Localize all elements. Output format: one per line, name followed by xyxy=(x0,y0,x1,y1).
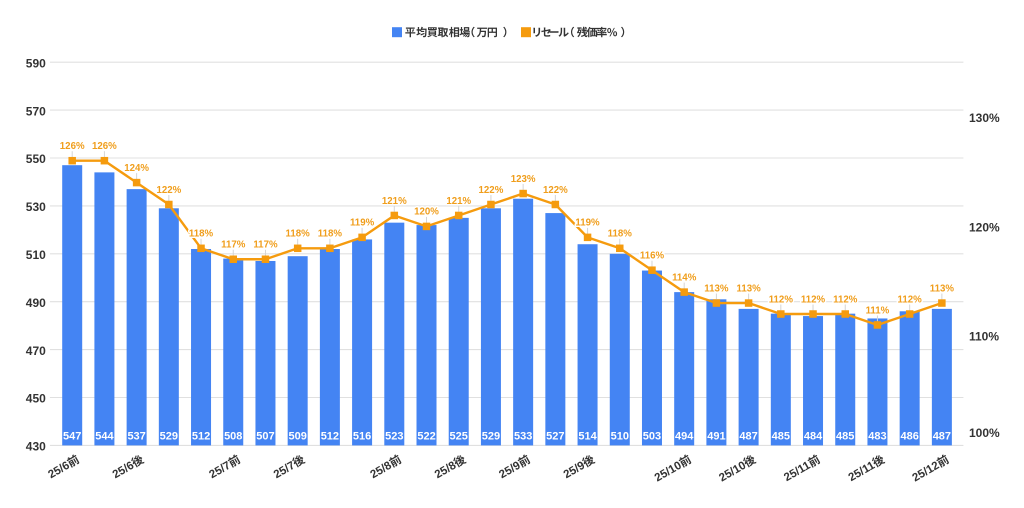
svg-text:487: 487 xyxy=(933,430,951,442)
svg-text:550: 550 xyxy=(26,152,46,166)
svg-text:124%: 124% xyxy=(124,163,149,174)
svg-text:110%: 110% xyxy=(969,329,999,343)
svg-text:122%: 122% xyxy=(156,185,181,196)
svg-text:112%: 112% xyxy=(769,294,794,305)
svg-text:570: 570 xyxy=(26,104,46,118)
svg-text:507: 507 xyxy=(256,430,274,442)
svg-text:113%: 113% xyxy=(930,283,955,294)
svg-text:514: 514 xyxy=(578,430,597,442)
svg-text:118%: 118% xyxy=(189,229,214,240)
svg-text:491: 491 xyxy=(707,430,725,442)
svg-text:120%: 120% xyxy=(414,207,439,218)
svg-text:533: 533 xyxy=(514,430,532,442)
svg-text:527: 527 xyxy=(546,430,564,442)
svg-text:126%: 126% xyxy=(60,141,85,152)
svg-text:522: 522 xyxy=(417,430,435,442)
svg-text:117%: 117% xyxy=(253,240,278,251)
svg-text:430: 430 xyxy=(26,440,46,454)
svg-text:516: 516 xyxy=(353,430,371,442)
svg-text:529: 529 xyxy=(482,430,500,442)
svg-text:590: 590 xyxy=(26,56,46,70)
svg-text:485: 485 xyxy=(772,430,790,442)
svg-text:112%: 112% xyxy=(898,294,923,305)
svg-text:512: 512 xyxy=(192,430,210,442)
svg-text:118%: 118% xyxy=(608,229,633,240)
svg-text:112%: 112% xyxy=(801,294,826,305)
svg-text:121%: 121% xyxy=(446,196,471,207)
svg-text:508: 508 xyxy=(224,430,242,442)
svg-text:113%: 113% xyxy=(736,283,761,294)
svg-text:123%: 123% xyxy=(511,174,536,185)
svg-text:119%: 119% xyxy=(575,218,600,229)
svg-text:523: 523 xyxy=(385,430,403,442)
svg-text:130%: 130% xyxy=(969,111,1000,125)
svg-text:122%: 122% xyxy=(479,185,504,196)
svg-text:487: 487 xyxy=(739,430,757,442)
svg-text:530: 530 xyxy=(26,200,46,214)
svg-text:490: 490 xyxy=(26,296,46,310)
svg-text:503: 503 xyxy=(643,430,661,442)
svg-text:113%: 113% xyxy=(704,283,729,294)
svg-text:544: 544 xyxy=(95,430,114,442)
svg-text:483: 483 xyxy=(868,430,886,442)
svg-text:486: 486 xyxy=(900,430,918,442)
svg-text:118%: 118% xyxy=(286,229,311,240)
svg-text:485: 485 xyxy=(836,430,854,442)
svg-text:494: 494 xyxy=(675,430,694,442)
svg-text:537: 537 xyxy=(127,430,145,442)
svg-text:512: 512 xyxy=(321,430,339,442)
svg-text:470: 470 xyxy=(26,344,46,358)
svg-text:509: 509 xyxy=(288,430,306,442)
svg-text:529: 529 xyxy=(160,430,178,442)
svg-text:510: 510 xyxy=(611,430,629,442)
svg-text:547: 547 xyxy=(63,430,81,442)
svg-text:525: 525 xyxy=(450,430,468,442)
svg-text:117%: 117% xyxy=(221,240,246,251)
svg-text:510: 510 xyxy=(26,248,46,262)
svg-text:114%: 114% xyxy=(672,272,697,283)
svg-text:112%: 112% xyxy=(833,294,858,305)
svg-text:121%: 121% xyxy=(382,196,407,207)
svg-text:126%: 126% xyxy=(92,141,117,152)
svg-text:119%: 119% xyxy=(350,218,375,229)
svg-text:122%: 122% xyxy=(543,185,568,196)
svg-text:100%: 100% xyxy=(969,426,1000,440)
svg-text:120%: 120% xyxy=(969,220,1000,234)
svg-text:484: 484 xyxy=(804,430,823,442)
svg-text:118%: 118% xyxy=(318,229,343,240)
svg-text:111%: 111% xyxy=(866,305,890,316)
svg-text:450: 450 xyxy=(26,392,46,406)
svg-text:116%: 116% xyxy=(640,251,665,262)
